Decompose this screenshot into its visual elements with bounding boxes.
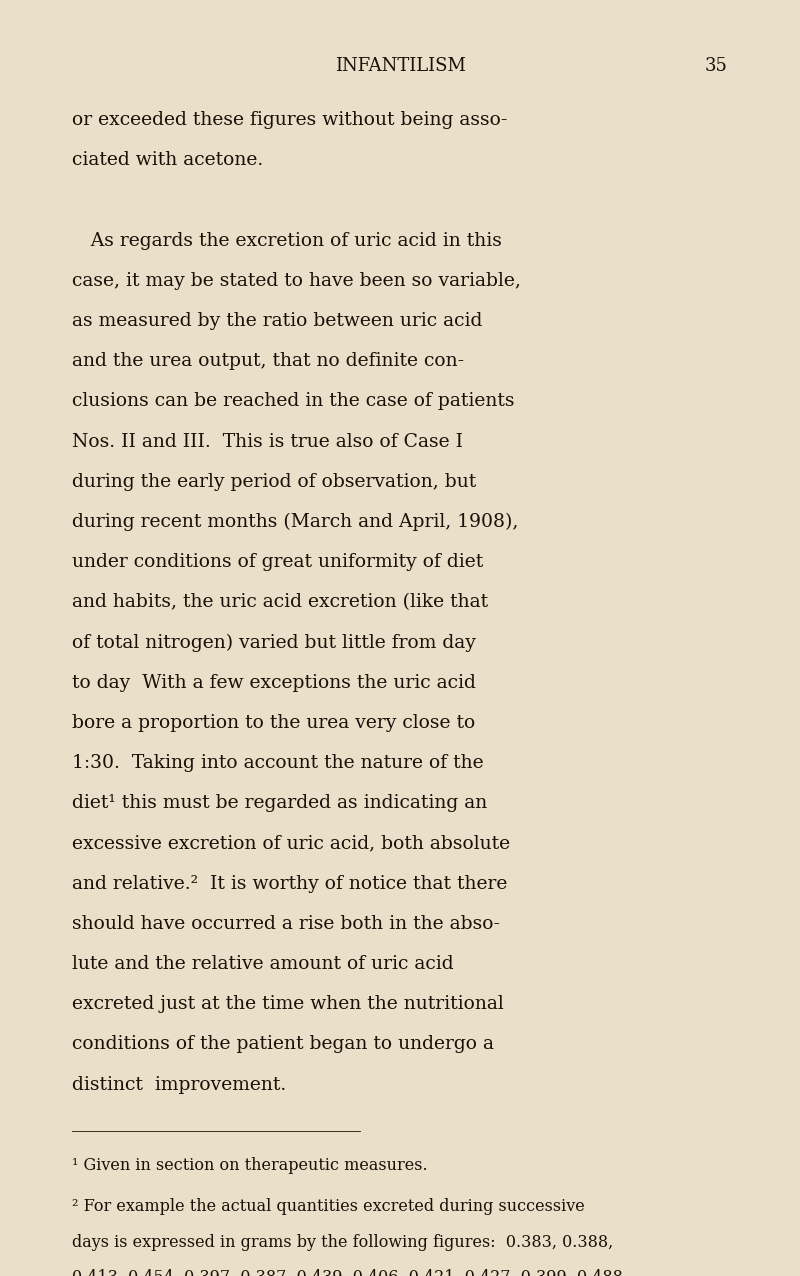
Text: lute and the relative amount of uric acid: lute and the relative amount of uric aci… (72, 954, 454, 974)
Text: to day  With a few exceptions the uric acid: to day With a few exceptions the uric ac… (72, 674, 476, 692)
Text: clusions can be reached in the case of patients: clusions can be reached in the case of p… (72, 393, 514, 411)
Text: should have occurred a rise both in the abso-: should have occurred a rise both in the … (72, 915, 500, 933)
Text: as measured by the ratio between uric acid: as measured by the ratio between uric ac… (72, 313, 482, 330)
Text: and habits, the uric acid excretion (like that: and habits, the uric acid excretion (lik… (72, 593, 488, 611)
Text: and the urea output, that no definite con-: and the urea output, that no definite co… (72, 352, 464, 370)
Text: As regards the excretion of uric acid in this: As regards the excretion of uric acid in… (72, 232, 502, 250)
Text: ¹ Given in section on therapeutic measures.: ¹ Given in section on therapeutic measur… (72, 1156, 428, 1174)
Text: excreted just at the time when the nutritional: excreted just at the time when the nutri… (72, 995, 504, 1013)
Text: during the early period of observation, but: during the early period of observation, … (72, 472, 476, 491)
Text: or exceeded these figures without being asso-: or exceeded these figures without being … (72, 111, 507, 129)
Text: case, it may be stated to have been so variable,: case, it may be stated to have been so v… (72, 272, 521, 290)
Text: conditions of the patient began to undergo a: conditions of the patient began to under… (72, 1036, 494, 1054)
Text: during recent months (March and April, 1908),: during recent months (March and April, 1… (72, 513, 518, 531)
Text: ² For example the actual quantities excreted during successive: ² For example the actual quantities excr… (72, 1198, 585, 1215)
Text: days is expressed in grams by the following figures:  0.383, 0.388,: days is expressed in grams by the follow… (72, 1234, 614, 1250)
Text: INFANTILISM: INFANTILISM (334, 57, 466, 75)
Text: 0.413, 0.454, 0.397, 0.387, 0.439, 0.406, 0.421, 0.427, 0.399, 0.488,: 0.413, 0.454, 0.397, 0.387, 0.439, 0.406… (72, 1270, 628, 1276)
Text: ciated with acetone.: ciated with acetone. (72, 151, 263, 170)
Text: and relative.²  It is worthy of notice that there: and relative.² It is worthy of notice th… (72, 875, 507, 893)
Text: of total nitrogen) varied but little from day: of total nitrogen) varied but little fro… (72, 633, 476, 652)
Text: diet¹ this must be regarded as indicating an: diet¹ this must be regarded as indicatin… (72, 794, 487, 813)
Text: Nos. II and III.  This is true also of Case I: Nos. II and III. This is true also of Ca… (72, 433, 463, 450)
Text: 35: 35 (705, 57, 728, 75)
Text: under conditions of great uniformity of diet: under conditions of great uniformity of … (72, 554, 483, 572)
Text: distinct  improvement.: distinct improvement. (72, 1076, 286, 1094)
Text: 1:30.  Taking into account the nature of the: 1:30. Taking into account the nature of … (72, 754, 484, 772)
Text: bore a proportion to the urea very close to: bore a proportion to the urea very close… (72, 715, 475, 732)
Text: excessive excretion of uric acid, both absolute: excessive excretion of uric acid, both a… (72, 835, 510, 852)
